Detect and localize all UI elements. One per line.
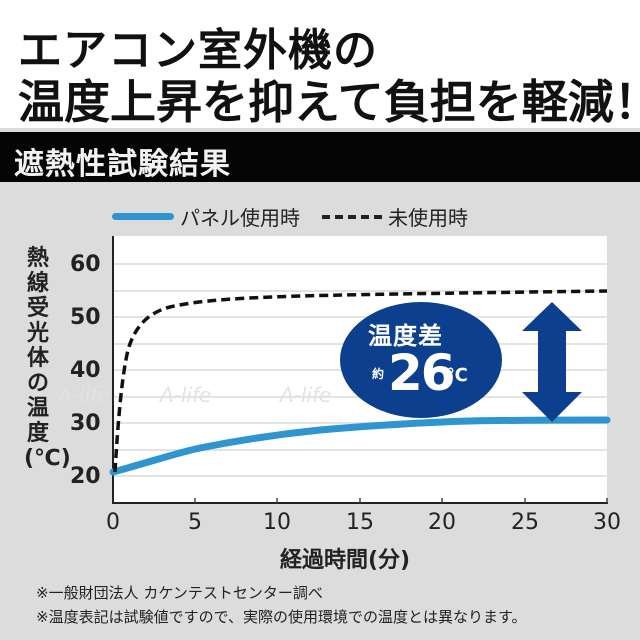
badge-value: 26 — [388, 344, 456, 402]
x-axis-label: 経過時間(分) — [280, 548, 411, 573]
double-arrow-icon — [522, 302, 582, 422]
section-title: 遮熱性試験結果 — [14, 147, 231, 182]
y-tick-label: 50 — [70, 305, 101, 330]
series-unused-line — [113, 289, 608, 473]
y-tick-label: 60 — [70, 252, 101, 277]
badge-unit: ℃ — [446, 365, 468, 386]
watermark: A-life — [280, 383, 332, 407]
y-tick-label: 30 — [70, 411, 101, 436]
section-title-bar: 遮熱性試験結果 — [0, 132, 640, 182]
x-tick-label: 5 — [188, 510, 202, 535]
y-tick-label: 40 — [70, 358, 101, 383]
y-axis-label: 熱線受光体の温度(℃) — [24, 246, 71, 471]
x-tick-label: 25 — [511, 510, 539, 535]
chart-legend: パネル使用時 未使用時 — [0, 200, 640, 230]
legend-solid-swatch — [112, 213, 174, 220]
x-tick-label: 30 — [593, 510, 621, 535]
series-panel-line — [109, 416, 611, 476]
legend-label-panel: パネル使用時 — [180, 206, 300, 230]
headline-line-2: 温度上昇を抑えて負担を軽減！ — [18, 75, 640, 129]
footnote-disclaimer: ※温度表記は試験値ですので、実際の使用環境での温度とは異なります。 — [36, 608, 527, 626]
badge-prefix: 約 — [372, 367, 385, 381]
x-tick-label: 20 — [428, 510, 456, 535]
watermark: A-life — [58, 383, 110, 407]
badge-title: 温度差 — [368, 322, 443, 350]
x-axis-ticks — [194, 498, 608, 503]
x-tick-label: 15 — [346, 510, 374, 535]
y-tick-label: 20 — [70, 464, 101, 489]
legend-dashed-swatch — [322, 215, 382, 219]
legend-label-unused: 未使用時 — [388, 206, 468, 230]
x-tick-label: 10 — [263, 510, 291, 535]
headline-line-1: エアコン室外機の — [18, 25, 378, 76]
temperature-difference-badge — [340, 302, 502, 418]
footnote-source: ※一般財団法人 カケンテストセンター調べ — [36, 584, 323, 602]
x-tick-label: 0 — [106, 510, 120, 535]
watermark: A-life — [160, 383, 212, 407]
headline: エアコン室外機の 温度上昇を抑えて負担を軽減！ — [0, 0, 640, 129]
